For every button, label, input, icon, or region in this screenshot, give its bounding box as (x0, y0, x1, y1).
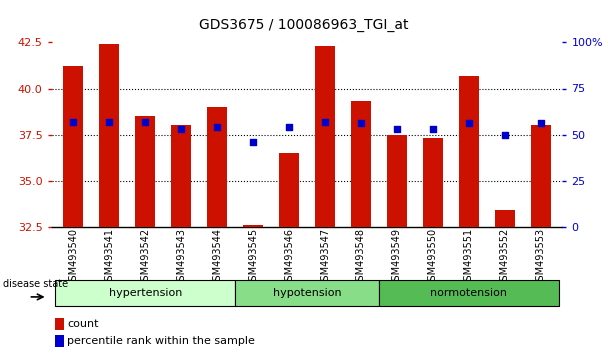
Text: count: count (67, 319, 98, 329)
Bar (315, 46, 335, 227)
Text: hypertension: hypertension (108, 288, 182, 298)
Bar (99, 44, 119, 227)
Point (248, 139, 258, 145)
Bar (351, 101, 371, 227)
Point (428, 126, 438, 132)
Point (284, 124, 294, 130)
Text: GDS3675 / 100086963_TGI_at: GDS3675 / 100086963_TGI_at (199, 18, 409, 32)
Text: normotension: normotension (430, 288, 508, 298)
FancyBboxPatch shape (379, 280, 559, 306)
Bar (279, 153, 299, 227)
Bar (55, 335, 64, 347)
Bar (495, 210, 515, 227)
Point (176, 126, 186, 132)
Point (320, 119, 330, 125)
Text: hypotension: hypotension (273, 288, 341, 298)
Bar (55, 318, 64, 330)
Text: percentile rank within the sample: percentile rank within the sample (67, 336, 255, 346)
Point (356, 121, 366, 126)
Bar (243, 225, 263, 227)
Bar (63, 67, 83, 227)
Point (464, 121, 474, 126)
Bar (387, 135, 407, 227)
Bar (171, 125, 191, 227)
Bar (531, 125, 551, 227)
Bar (423, 138, 443, 227)
Text: disease state: disease state (3, 279, 68, 289)
Point (212, 124, 222, 130)
FancyBboxPatch shape (55, 280, 235, 306)
Bar (459, 76, 478, 227)
Point (392, 126, 402, 132)
Point (500, 132, 510, 137)
Bar (136, 116, 155, 227)
Point (68, 119, 78, 125)
Point (536, 121, 546, 126)
Bar (207, 107, 227, 227)
Point (105, 119, 114, 125)
FancyBboxPatch shape (235, 280, 379, 306)
Point (140, 119, 150, 125)
